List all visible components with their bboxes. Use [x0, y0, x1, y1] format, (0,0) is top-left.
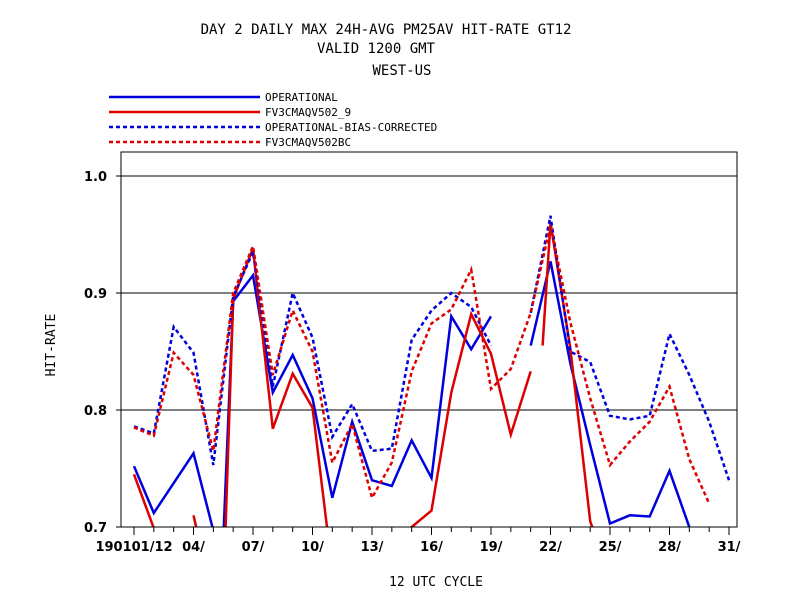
series-line [541, 222, 594, 527]
legend: OPERATIONAL FV3CMAQV502_9 OPERATIONAL-BIAS… [109, 91, 437, 149]
y-axis-label: HIT-RATE [44, 314, 59, 377]
legend-label: FV3CMAQV502BC [265, 136, 351, 149]
series-line [529, 261, 691, 527]
legend-label: OPERATIONAL [265, 91, 338, 104]
y-tick-label: 0.7 [84, 521, 107, 536]
x-tick-label: 19/ [480, 540, 503, 555]
x-tick-label: 22/ [539, 540, 562, 555]
axes: 0.7 0.8 0.9 1.0 190101/12 04/07/10/13/16/19/2… [84, 170, 741, 555]
series-line [529, 215, 731, 481]
chart-title: DAY 2 DAILY MAX 24H-AVG PM25AV HIT-RATE … [201, 22, 572, 79]
x-tick-label: 31/ [718, 540, 741, 555]
y-tick-label: 0.8 [84, 404, 107, 419]
legend-label: OPERATIONAL-BIAS-CORRECTED [265, 121, 437, 134]
series-line [133, 224, 711, 505]
y-tick-label: 0.9 [84, 287, 107, 302]
title-line: VALID 1200 GMT [317, 41, 436, 57]
legend-label: FV3CMAQV502_9 [265, 106, 351, 119]
x-tick-label: 28/ [658, 540, 681, 555]
x-tick-label: 25/ [599, 540, 622, 555]
series-line [132, 272, 493, 527]
x-tick-label: 16/ [420, 540, 443, 555]
series-line [192, 515, 198, 527]
x-tick-label: 04/ [182, 540, 205, 555]
x-axis-label: 12 UTC CYCLE [389, 575, 483, 590]
series-lines [132, 215, 731, 527]
x-tick-label: 190101/12 [95, 540, 172, 555]
x-tick-label: 10/ [301, 540, 324, 555]
x-tick-label: 13/ [361, 540, 384, 555]
x-tick-label: 07/ [242, 540, 265, 555]
series-line [132, 473, 155, 527]
title-line: DAY 2 DAILY MAX 24H-AVG PM25AV HIT-RATE … [201, 22, 572, 38]
series-line [409, 310, 532, 527]
y-tick-label: 1.0 [84, 170, 107, 185]
plot-frame [120, 151, 738, 528]
series-line [133, 247, 493, 466]
grid [121, 175, 737, 411]
title-line: WEST-US [372, 63, 431, 79]
